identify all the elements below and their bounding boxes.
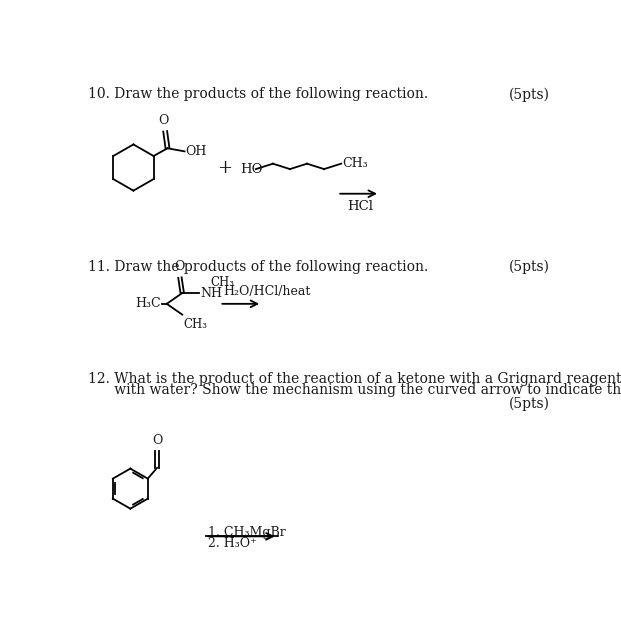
Text: O: O	[158, 114, 169, 128]
Text: 2. H₃O⁺: 2. H₃O⁺	[208, 537, 256, 550]
Text: 11. Draw the products of the following reaction.: 11. Draw the products of the following r…	[88, 260, 428, 274]
Text: CH₃: CH₃	[210, 276, 234, 289]
Text: CH₃: CH₃	[343, 157, 368, 170]
Text: O: O	[152, 434, 163, 447]
Text: +: +	[217, 158, 232, 176]
Text: with water? Show the mechanism using the curved arrow to indicate the movement o: with water? Show the mechanism using the…	[88, 383, 621, 397]
Text: NH: NH	[200, 286, 222, 300]
Text: 1. CH₃MgBr: 1. CH₃MgBr	[208, 527, 286, 539]
Text: (5pts): (5pts)	[509, 88, 550, 102]
Text: (5pts): (5pts)	[509, 260, 550, 274]
Text: CH₃: CH₃	[184, 318, 208, 331]
Text: (5pts): (5pts)	[509, 396, 550, 411]
Text: 12. What is the product of the reaction of a ketone with a Grignard reagent foll: 12. What is the product of the reaction …	[88, 372, 621, 385]
Text: O: O	[174, 260, 184, 273]
Text: 10. Draw the products of the following reaction.: 10. Draw the products of the following r…	[88, 88, 428, 102]
Text: H₂O/HCl/heat: H₂O/HCl/heat	[224, 284, 310, 298]
Text: H₃C–: H₃C–	[136, 297, 168, 311]
Text: HCl: HCl	[347, 200, 373, 213]
Text: OH: OH	[185, 145, 207, 158]
Text: HO: HO	[240, 162, 263, 176]
